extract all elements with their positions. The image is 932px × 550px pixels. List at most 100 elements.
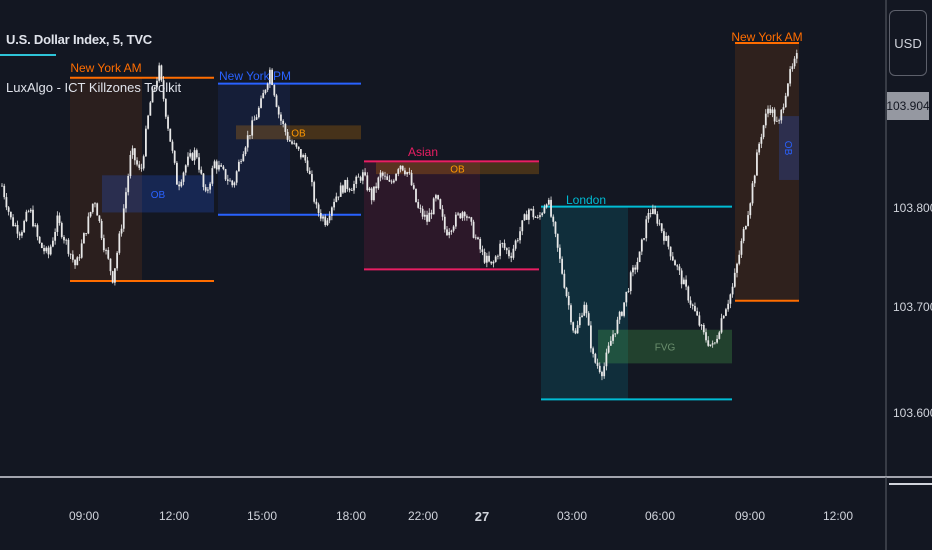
candle-body — [508, 250, 510, 257]
candle-body — [255, 117, 258, 120]
zone-label: OB — [291, 128, 306, 139]
candle-body — [202, 173, 205, 188]
candle-body — [523, 214, 526, 221]
candle-body — [607, 345, 610, 353]
candle-body — [727, 303, 730, 310]
candle-body — [441, 208, 444, 217]
candle-body — [503, 243, 506, 249]
candle-body — [348, 188, 351, 191]
candle-body — [658, 223, 661, 225]
candle-body — [587, 313, 590, 326]
candle-body — [386, 176, 389, 180]
zone-box — [236, 125, 361, 140]
indicator-title[interactable]: LuxAlgo - ICT Killzones Toolkit — [6, 80, 182, 95]
candle-body — [725, 309, 727, 316]
candle-body — [71, 254, 74, 260]
candle-body — [660, 223, 663, 232]
time-tick-label: 06:00 — [644, 509, 676, 523]
candle-body — [322, 216, 324, 219]
candle-body — [435, 195, 437, 199]
time-tick-label: 09:00 — [734, 509, 766, 523]
candle-body — [581, 315, 583, 317]
candle-body — [742, 229, 745, 241]
candle-body — [689, 300, 692, 305]
candle-body — [698, 315, 701, 326]
candle-body — [116, 252, 119, 269]
candle-body — [764, 113, 767, 126]
session-label: New York AM — [731, 30, 802, 44]
candle-body — [592, 348, 595, 354]
candles — [1, 49, 798, 381]
candle-body — [302, 155, 304, 158]
candle-body — [477, 237, 479, 240]
candle-body — [353, 183, 355, 191]
time-tick-label-day: 27 — [474, 509, 490, 524]
candle-body — [685, 279, 687, 287]
currency-button[interactable]: USD — [889, 10, 927, 76]
session-label: New York AM — [70, 61, 141, 75]
candle-body — [36, 225, 39, 237]
candle-body — [663, 231, 665, 241]
candle-body — [206, 189, 209, 191]
symbol-title[interactable]: U.S. Dollar Index, 5, TVC — [6, 32, 152, 47]
candle-body — [399, 165, 402, 170]
candle-body — [516, 240, 519, 242]
candle-body — [171, 141, 174, 151]
candle-body — [483, 251, 486, 263]
zone-boxes: OB OB OB FVG OB — [102, 116, 799, 364]
candle-body — [647, 213, 650, 220]
candle-body — [275, 95, 278, 107]
candle-body — [512, 248, 515, 258]
candle-body — [525, 214, 528, 220]
candle-body — [782, 107, 785, 110]
candle-body — [366, 175, 369, 191]
candle-body — [627, 291, 630, 292]
candle-body — [605, 352, 608, 367]
candle-body — [306, 160, 309, 171]
candle-body — [38, 236, 41, 243]
candle-body — [634, 267, 637, 270]
candle-body — [324, 216, 327, 226]
candle-body — [313, 182, 316, 202]
candle-body — [687, 286, 690, 301]
candle-body — [1, 185, 3, 187]
candle-body — [125, 192, 127, 209]
candle-body — [474, 237, 477, 239]
candle-body — [3, 185, 6, 198]
candle-body — [333, 201, 335, 208]
candle-body — [784, 95, 787, 108]
candle-body — [249, 135, 251, 137]
candle-body — [671, 256, 674, 261]
candle-body — [645, 219, 648, 239]
candle-body — [749, 203, 752, 216]
session-label: New York PM — [219, 69, 291, 83]
candle-body — [164, 98, 167, 117]
time-tick-label: 22:00 — [407, 509, 439, 523]
candle-body — [291, 141, 293, 144]
candle-body — [342, 185, 344, 193]
candle-body — [669, 246, 672, 257]
candle-body — [705, 332, 707, 341]
candle-body — [654, 209, 656, 214]
price-tick-label: 103.700 — [893, 300, 932, 314]
candle-body — [778, 120, 780, 122]
candle-body — [381, 172, 384, 176]
candle-body — [89, 211, 92, 217]
zone-box — [376, 162, 539, 175]
candle-body — [107, 250, 110, 259]
candle-body — [691, 304, 694, 306]
candle-body — [359, 177, 362, 181]
candle-body — [494, 256, 497, 262]
candle-body — [470, 217, 473, 222]
candle-body — [133, 148, 136, 161]
candle-body — [410, 172, 413, 186]
candle-body — [702, 324, 705, 333]
candle-body — [791, 66, 794, 70]
candle-body — [756, 152, 758, 176]
candle-body — [501, 243, 504, 245]
candle-body — [769, 108, 772, 114]
candle-body — [534, 217, 537, 218]
candle-body — [149, 102, 152, 116]
candle-body — [541, 213, 544, 216]
